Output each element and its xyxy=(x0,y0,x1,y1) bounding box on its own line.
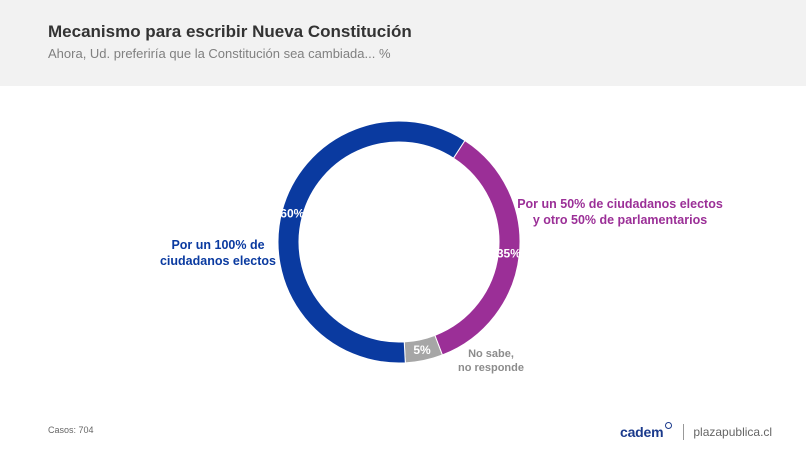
slice-name-elected100-line-2: ciudadanos electos xyxy=(160,254,276,268)
cadem-logo-text: cadem xyxy=(620,424,664,440)
slice-name-nosabe-line-1: No sabe, xyxy=(468,348,514,360)
brand-site-link[interactable]: plazapublica.cl xyxy=(693,425,773,439)
cadem-logo-mark-icon xyxy=(665,422,673,429)
slice-name-elected100-line-1: Por un 100% de xyxy=(171,238,264,252)
slice-name-nosabe-line-2: no responde xyxy=(458,362,524,374)
slice-name-labels: Por un 50% de ciudadanos electos y otro 5… xyxy=(160,197,723,374)
cadem-logo: cadem xyxy=(620,422,673,440)
donut-slices xyxy=(277,120,521,364)
slice-name-elected50-line-1: Por un 50% de ciudadanos electos xyxy=(517,197,723,211)
sample-size-note: Casos: 704 xyxy=(48,425,94,435)
slice-percent-labels: 35% 5% 60% xyxy=(280,206,521,357)
chart-title: Mecanismo para escribir Nueva Constituci… xyxy=(48,22,412,41)
slice-elected100 xyxy=(277,120,466,364)
slice-percent-elected50: 35% xyxy=(497,247,521,261)
chart-subtitle: Ahora, Ud. preferiría que la Constitució… xyxy=(48,46,391,61)
slice-percent-elected100: 60% xyxy=(280,206,304,220)
brand-divider xyxy=(683,424,685,440)
slice-percent-nosabe: 5% xyxy=(413,343,431,357)
brand-footer: cadem plazapublica.cl xyxy=(620,422,772,442)
slice-name-elected50-line-2: y otro 50% de parlamentarios xyxy=(533,213,707,227)
header-band xyxy=(0,0,806,86)
